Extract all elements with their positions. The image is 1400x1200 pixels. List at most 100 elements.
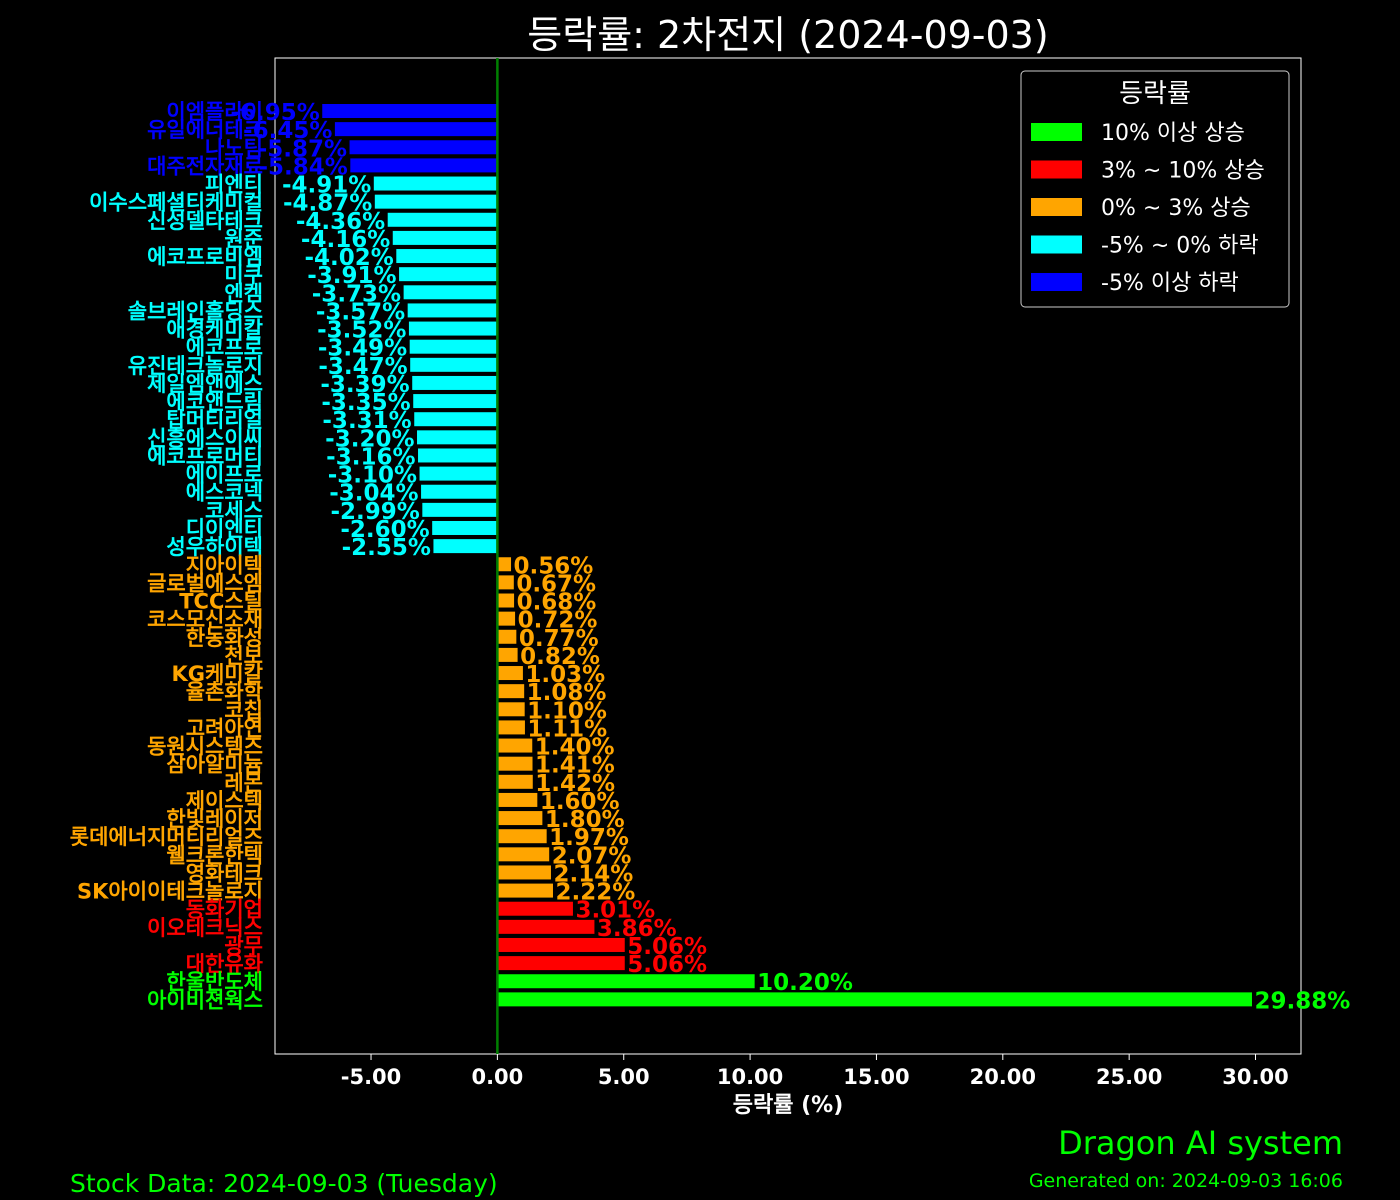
- category-label: 아이비젼웍스: [147, 988, 263, 1012]
- value-label: 3.86%: [597, 916, 677, 942]
- category-label: 성우하이텍: [166, 535, 263, 559]
- category-label: 레몬: [224, 771, 263, 795]
- legend-item-label: 3% ~ 10% 상승: [1101, 159, 1265, 184]
- category-label: 에코프로: [186, 336, 263, 360]
- bar: [348, 139, 498, 156]
- category-label: 동원시스템즈: [147, 735, 263, 759]
- category-label: 글로벌에스엠: [147, 571, 263, 595]
- category-label: 천보: [224, 644, 263, 668]
- bar: [496, 719, 526, 736]
- value-label: -3.91%: [307, 263, 396, 289]
- chart-title: 등락률: 2차전지 (2024-09-03): [527, 13, 1048, 57]
- x-tick-label: 20.00: [970, 1065, 1036, 1089]
- category-label: 에코프로머티: [147, 444, 263, 468]
- category-label: 이엠플라이: [166, 100, 263, 124]
- bar: [407, 320, 498, 337]
- category-label: 한울반도체: [166, 970, 263, 994]
- category-label: 코스모신소재: [147, 608, 263, 632]
- x-tick-label: 15.00: [843, 1065, 909, 1089]
- bar: [496, 991, 1253, 1008]
- category-label: 엔켐: [224, 281, 263, 305]
- x-tick-label: -5.00: [341, 1065, 402, 1089]
- bar: [409, 356, 498, 373]
- bar: [402, 284, 498, 301]
- category-label: 신흥에스이씨: [147, 426, 263, 450]
- footer-brand: Dragon AI system: [1058, 1124, 1343, 1162]
- legend-items: 10% 이상 상승 3% ~ 10% 상승 0% ~ 3% 상승 -5% ~ 0% 하…: [1031, 121, 1265, 296]
- category-label: 코세스: [205, 499, 263, 523]
- legend-swatch: [1031, 198, 1082, 216]
- footer-stock-data: Stock Data: 2024-09-03 (Tuesday): [70, 1169, 498, 1198]
- category-label: 미쿠: [224, 263, 263, 287]
- value-label: -3.10%: [328, 463, 417, 489]
- value-label: -6.95%: [230, 100, 319, 126]
- category-label: 에스코넥: [186, 481, 263, 505]
- category-label: 한농화성: [186, 626, 263, 650]
- value-label: 1.41%: [535, 753, 615, 779]
- category-label: 신성델타테크: [147, 209, 263, 233]
- value-label: 0.67%: [516, 571, 596, 597]
- value-label: -4.91%: [282, 173, 371, 199]
- category-label: 고려아연: [186, 716, 263, 740]
- legend-item-label: -5% 이상 하락: [1101, 271, 1239, 296]
- value-label: -6.45%: [243, 118, 332, 144]
- x-tick-label: 25.00: [1096, 1065, 1162, 1089]
- bar: [496, 810, 544, 827]
- category-label: 에코앤드림: [166, 390, 263, 414]
- category-label: 나노팀: [205, 136, 263, 160]
- value-label: 1.42%: [535, 771, 615, 797]
- value-label: 1.10%: [527, 698, 607, 724]
- category-label: 유일에너테크: [147, 118, 263, 142]
- category-label: 영화테크: [186, 861, 263, 885]
- bar: [496, 755, 534, 772]
- value-label: -3.35%: [321, 390, 410, 416]
- value-label: 0.77%: [519, 626, 599, 652]
- bar: [391, 229, 498, 246]
- x-tick-label: 0.00: [471, 1065, 523, 1089]
- value-label: -3.16%: [326, 444, 415, 470]
- bar: [496, 791, 539, 808]
- category-label: 애경케미칼: [166, 318, 263, 342]
- value-labels: -6.95%-6.45%-5.87%-5.84%-4.91%-4.87%-4.3…: [230, 100, 1350, 1014]
- value-label: 1.40%: [535, 735, 615, 761]
- bar: [496, 628, 518, 645]
- x-axis-ticks: -5.00 0.00 5.00 10.00 15.00 20.00 25.00 30.00: [341, 1054, 1289, 1089]
- value-label: 5.06%: [627, 934, 707, 960]
- bar: [496, 556, 513, 573]
- value-label: 1.08%: [527, 680, 607, 706]
- bar: [411, 374, 498, 391]
- bar: [496, 828, 548, 845]
- footer-generated: Generated on: 2024-09-03 16:06: [1029, 1170, 1343, 1192]
- value-label: -4.02%: [304, 245, 393, 271]
- legend-item-label: 10% 이상 상승: [1101, 121, 1245, 146]
- category-label: 대한유화: [186, 952, 264, 976]
- legend-swatch: [1031, 235, 1082, 254]
- value-label: -4.16%: [301, 227, 390, 253]
- bar: [420, 483, 498, 500]
- value-label: -3.73%: [312, 281, 401, 307]
- value-label: 0.68%: [517, 590, 597, 616]
- bar: [386, 211, 498, 228]
- category-label: 한빛레이저: [166, 807, 263, 831]
- value-label: 3.01%: [575, 898, 655, 924]
- category-label: 에코프로비엠: [147, 245, 263, 269]
- bar: [496, 882, 554, 899]
- value-label: 10.20%: [757, 970, 853, 996]
- bar: [333, 121, 498, 138]
- value-label: -4.36%: [296, 209, 385, 235]
- legend-swatch: [1031, 160, 1082, 179]
- value-label: -3.39%: [320, 372, 409, 398]
- bar: [395, 248, 498, 265]
- value-label: -5.87%: [258, 136, 347, 162]
- value-label: -2.99%: [330, 499, 419, 525]
- value-label: -2.60%: [340, 517, 429, 543]
- category-label: 이오테크닉스: [147, 916, 263, 940]
- bar: [496, 701, 526, 718]
- bar: [416, 429, 498, 446]
- bar: [418, 465, 498, 482]
- value-label: -3.49%: [318, 336, 407, 362]
- plot-frame: [274, 57, 1302, 1055]
- value-label: -3.04%: [329, 481, 418, 507]
- category-label: 광무: [224, 934, 263, 958]
- category-label: 동화기업: [186, 898, 263, 922]
